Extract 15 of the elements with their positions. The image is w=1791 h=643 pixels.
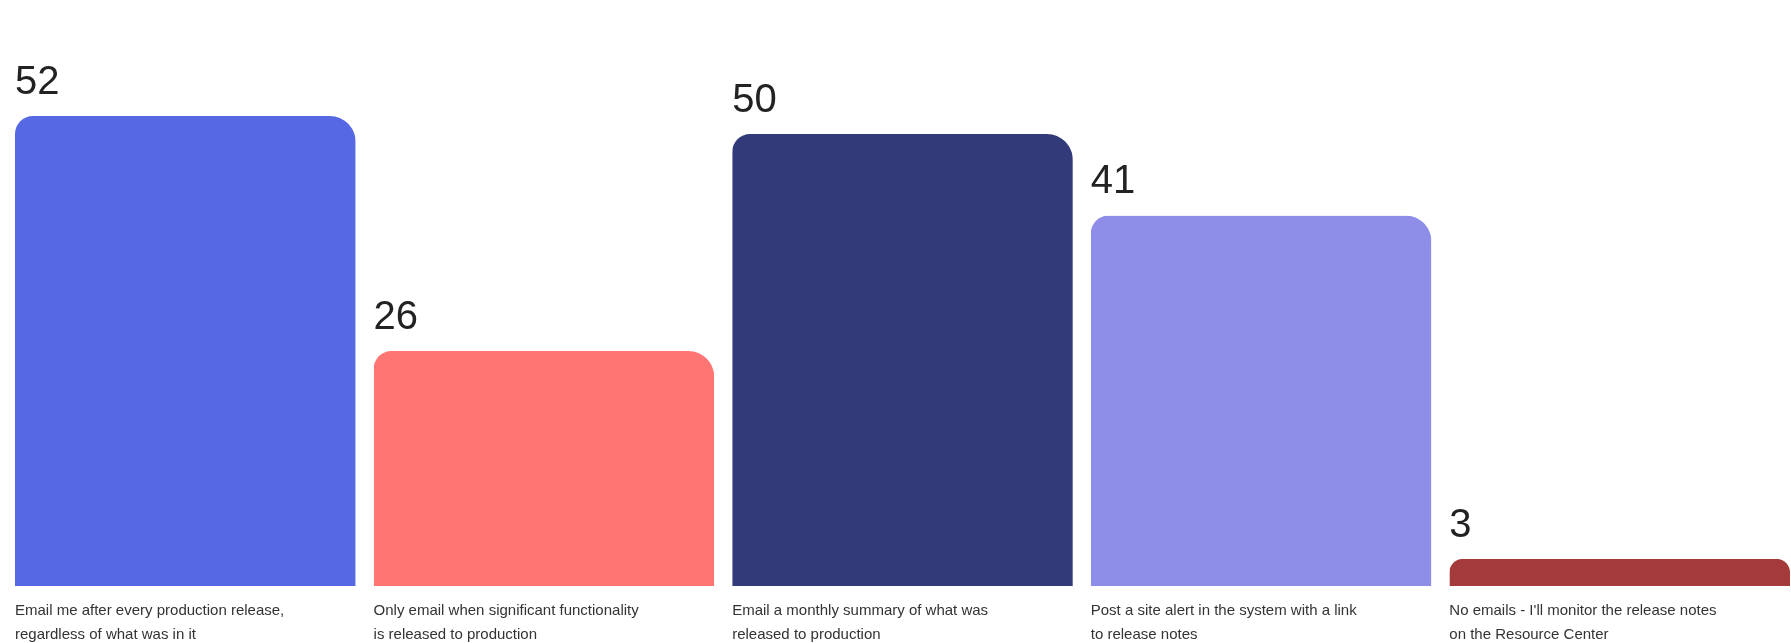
data-label: 41 (1090, 157, 1136, 202)
bar (373, 351, 715, 586)
bar (15, 116, 356, 586)
bar (732, 134, 1073, 586)
bar (1090, 215, 1432, 586)
data-label: 52 (15, 58, 60, 102)
x-tick-label: Only email when significant functionality is released to production (373, 600, 640, 642)
data-label: 3 (1449, 500, 1472, 545)
x-tick-label: Post a site alert in the system with a link to release notes (1090, 600, 1358, 642)
x-tick-label: Email a monthly summary of what was released to production (732, 600, 989, 642)
x-tick-label: No emails - I'll monitor the release notes on the Resource Center (1449, 600, 1717, 642)
data-label: 50 (732, 76, 777, 121)
x-tick-label: Email me after every production release, regardless of what was in it (15, 600, 285, 642)
data-label: 26 (373, 293, 419, 337)
bar (1449, 558, 1790, 586)
